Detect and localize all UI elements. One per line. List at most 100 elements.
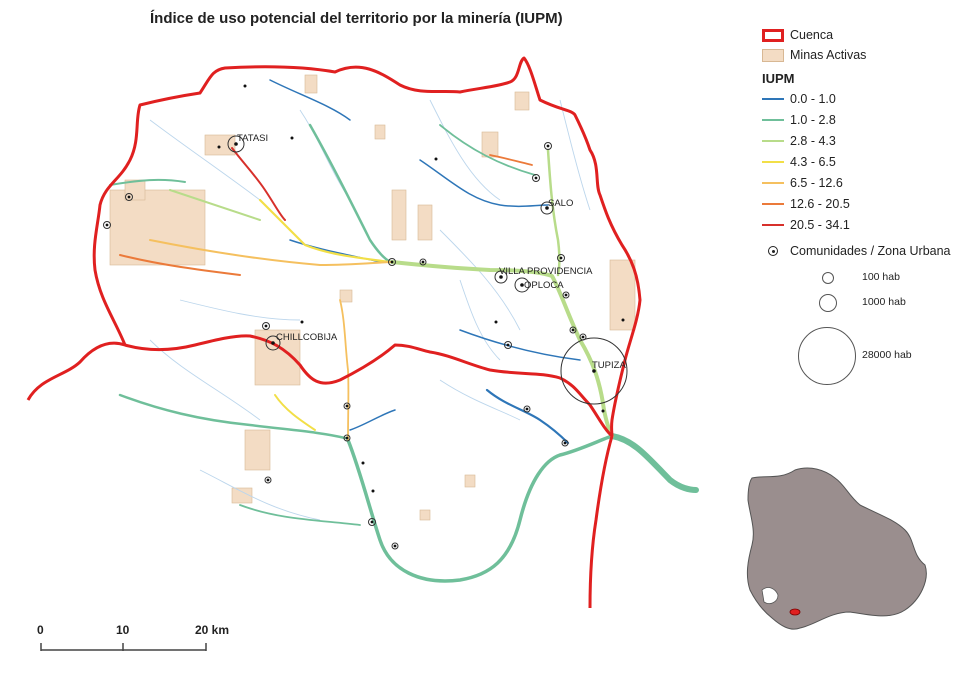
label-tupiza: TUPIZA: [592, 360, 626, 371]
mine-area: [374, 124, 386, 140]
mine-area: [304, 74, 318, 94]
scale-label-0: 0: [37, 623, 44, 637]
community-symbol-icon: [768, 246, 778, 256]
legend-communities: Comunidades / Zona Urbana: [762, 243, 951, 259]
size-100-circle: [822, 272, 834, 284]
basin-upper: [26, 56, 642, 437]
community-chillcobija: [265, 335, 281, 351]
legend-iupm-class: 0.0 - 1.0: [762, 91, 836, 107]
river-class-3: [274, 394, 316, 431]
iupm-class-label: 2.8 - 4.3: [790, 134, 836, 148]
label-tatasi: TATASI: [237, 133, 268, 144]
iupm-class-label: 0.0 - 1.0: [790, 92, 836, 106]
legend-communities-label: Comunidades / Zona Urbana: [790, 244, 951, 258]
river-class-4: [339, 299, 350, 441]
iupm-class-label: 20.5 - 34.1: [790, 218, 850, 232]
main-river: [609, 433, 699, 493]
river-class-1: [109, 178, 186, 186]
river-class-0: [459, 329, 581, 361]
community-oploca: [514, 277, 530, 293]
iupm-class-label: 4.3 - 6.5: [790, 155, 836, 169]
legend-iupm-class: 12.6 - 20.5: [762, 196, 850, 212]
river-class-0: [269, 79, 351, 121]
legend-mines-label: Minas Activas: [790, 48, 867, 62]
river-class-3: [258, 198, 392, 264]
river-class-2: [390, 260, 614, 438]
river-class-1: [439, 124, 536, 176]
iupm-class-swatch: [762, 119, 784, 121]
iupm-class-label: 6.5 - 12.6: [790, 176, 843, 190]
place-labels: TATASI SALO VILLA PROVIDENCIA OPLOCA CHI…: [237, 133, 626, 371]
legend-iupm-class: 2.8 - 4.3: [762, 133, 836, 149]
iupm-class-swatch: [762, 203, 784, 205]
mine-area: [339, 289, 353, 303]
iupm-class-swatch: [762, 182, 784, 184]
mine-area: [464, 474, 476, 488]
community-villa-providencia: [494, 270, 508, 284]
label-villa-providencia: VILLA PROVIDENCIA: [499, 266, 593, 277]
iupm-class-swatch: [762, 98, 784, 100]
basin-swatch: [762, 28, 784, 42]
communities-layer: [103, 84, 628, 550]
iupm-class-swatch: [762, 161, 784, 163]
mine-area: [609, 259, 636, 331]
scale-bar-line: [40, 643, 207, 651]
river-class-2: [546, 148, 561, 277]
iupm-class-label: 1.0 - 2.8: [790, 113, 836, 127]
size-1000-circle: [819, 294, 837, 312]
iupm-class-label: 12.6 - 20.5: [790, 197, 850, 211]
mine-area: [231, 487, 253, 504]
label-salo: SALO: [548, 198, 573, 209]
map-title: Índice de uso potencial del territorio p…: [150, 10, 563, 27]
community-tatasi: [227, 135, 245, 153]
community-salo: [540, 201, 554, 215]
river-class-0: [349, 409, 396, 431]
label-oploca: OPLOCA: [524, 280, 564, 291]
river-class-4: [149, 239, 391, 266]
mine-area: [124, 179, 146, 201]
legend-iupm-class: 6.5 - 12.6: [762, 175, 843, 191]
river-class-1: [308, 123, 394, 264]
river-class-2: [169, 189, 261, 221]
size-28000-circle: [798, 327, 856, 385]
mine-area: [481, 131, 499, 158]
iupm-class-swatch: [762, 224, 784, 226]
river-class-1: [118, 393, 347, 440]
legend-basin-label: Cuenca: [790, 28, 834, 42]
community-small: [103, 84, 625, 550]
legend-iupm-class: 4.3 - 6.5: [762, 154, 836, 170]
size-1000-label: 1000 hab: [862, 296, 906, 308]
river-class-6: [231, 147, 286, 221]
main-river: [346, 434, 614, 583]
legend-basin: Cuenca: [762, 27, 833, 43]
iupm-class-swatch: [762, 140, 784, 142]
river-class-5: [119, 254, 241, 276]
size-28000-label: 28000 hab: [862, 349, 912, 361]
size-100-label: 100 hab: [862, 271, 900, 283]
inset-lake: [761, 587, 779, 604]
scale-label-20: 20 km: [195, 623, 230, 637]
legend-iupm-class: 1.0 - 2.8: [762, 112, 836, 128]
mine-area: [109, 189, 206, 266]
legend-iupm-heading: IUPM: [762, 71, 795, 86]
community-tupiza: [560, 337, 628, 405]
legend-mines: Minas Activas: [762, 47, 866, 63]
label-chillcobija: CHILLCOBIJA: [276, 332, 338, 343]
inset-country-shape: [746, 467, 927, 630]
river-class-0: [485, 388, 570, 445]
mine-area: [417, 204, 433, 241]
inset-basin-highlight: [789, 608, 801, 616]
mine-area: [391, 189, 407, 241]
active-mines-layer: [109, 74, 636, 521]
mine-area: [514, 91, 530, 111]
legend-iupm-class: 20.5 - 34.1: [762, 217, 850, 233]
basin-lower: [124, 334, 614, 609]
river-class-0: [419, 159, 549, 208]
mine-area: [244, 429, 271, 471]
mines-swatch: [762, 48, 784, 62]
inset-map: [746, 467, 927, 630]
river-class-5: [489, 154, 533, 166]
mine-area: [419, 509, 431, 521]
basin-boundary: [26, 56, 642, 609]
